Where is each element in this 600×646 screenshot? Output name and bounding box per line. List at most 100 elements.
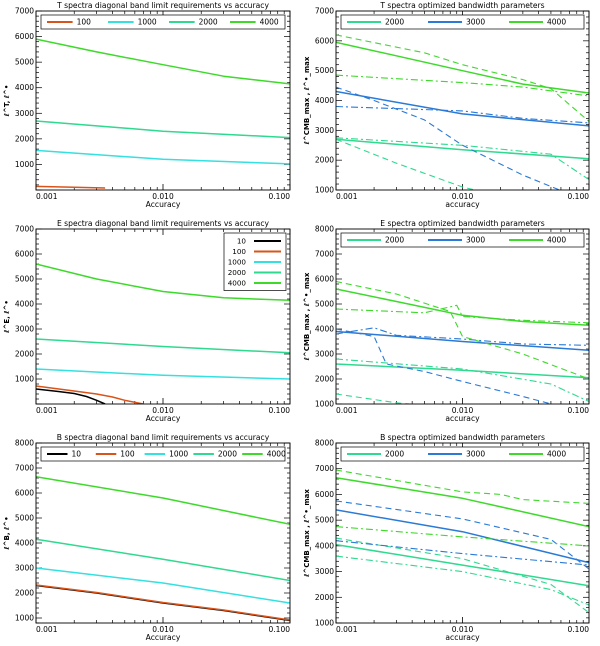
legend-label: 100 xyxy=(120,450,135,459)
y-tick-label: 5000 xyxy=(315,66,334,75)
y-tick-label: 2000 xyxy=(15,134,34,143)
y-tick-label: 5000 xyxy=(15,275,34,284)
x-tick-label: 0.100 xyxy=(269,406,291,415)
series-line-4000-dashdot xyxy=(336,304,589,324)
series-line-1000 xyxy=(36,368,290,380)
chart-1: T spectra diagonal band limit requiremen… xyxy=(3,1,291,209)
y-tick-label: 6000 xyxy=(315,490,334,499)
y-tick-label: 7000 xyxy=(315,250,334,259)
y-tick-label: 5000 xyxy=(315,300,334,309)
legend-label: 4000 xyxy=(547,236,566,245)
series-line-2000 xyxy=(336,543,589,587)
series-line-2000 xyxy=(36,120,290,139)
legend-label: 2000 xyxy=(385,450,404,459)
x-tick-label: 0.010 xyxy=(452,406,474,415)
legend-label: 10 xyxy=(71,450,81,459)
y-tick-label: 8000 xyxy=(315,439,334,448)
legend-label: 4000 xyxy=(547,450,566,459)
legend-label: 2000 xyxy=(199,18,218,27)
legend-box xyxy=(340,14,585,30)
series-line-3000-dashdot xyxy=(336,327,589,346)
legend-label: 1000 xyxy=(228,258,247,267)
legend-label: 4000 xyxy=(547,18,566,27)
x-tick-label: 0.001 xyxy=(36,192,58,201)
legend: 2000 3000 4000 xyxy=(340,446,585,462)
y-axis-label: ℓ^E, ℓ^• xyxy=(3,300,11,334)
y-tick-label: 2000 xyxy=(315,375,334,384)
series-line-1000 xyxy=(36,567,290,604)
plot-frame xyxy=(335,442,590,624)
series-line-3000 xyxy=(336,509,589,564)
x-tick-label: 0.001 xyxy=(36,406,58,415)
plot-frame xyxy=(35,228,291,405)
y-tick-label: 4000 xyxy=(15,83,34,92)
x-tick-label: 0.100 xyxy=(568,192,590,201)
legend-label: 3000 xyxy=(466,236,485,245)
chart-title: T spectra diagonal band limit requiremen… xyxy=(56,1,269,10)
y-axis-label: ℓ^T, ℓ^• xyxy=(3,85,11,118)
series-line-4000-dashed xyxy=(336,280,589,380)
y-tick-label: 7000 xyxy=(15,7,34,16)
legend-label: 10 xyxy=(237,237,247,246)
series-line-10 xyxy=(36,388,106,404)
y-tick-label: 2000 xyxy=(315,156,334,165)
chart-title: B spectra diagonal band limit requiremen… xyxy=(57,433,270,442)
y-tick-label: 3000 xyxy=(15,564,34,573)
y-tick-label: 2000 xyxy=(15,350,34,359)
series-group xyxy=(336,469,589,614)
series-line-4000 xyxy=(36,263,290,302)
series-line-100 xyxy=(36,584,290,621)
series-line-2000-dashed xyxy=(336,537,589,614)
legend-label: 4000 xyxy=(228,279,247,288)
y-tick-label: 1000 xyxy=(15,160,34,169)
legend: 10 100 1000 2000 4000 xyxy=(40,446,286,462)
series-group xyxy=(336,34,589,190)
y-tick-label: 7000 xyxy=(315,7,334,16)
x-tick-label: 0.010 xyxy=(152,406,174,415)
y-tick-label: 1000 xyxy=(315,619,334,628)
chart-6: B spectra optimized bandwidth parameters… xyxy=(303,433,590,642)
chart-3: E spectra diagonal band limit requiremen… xyxy=(3,219,291,423)
legend-label: 3000 xyxy=(466,450,485,459)
chart-5: B spectra diagonal band limit requiremen… xyxy=(3,433,291,642)
y-tick-label: 5000 xyxy=(15,514,34,523)
series-line-2000-dashdot xyxy=(336,137,589,181)
y-tick-label: 7000 xyxy=(15,225,34,234)
x-axis-label: Accuracy xyxy=(146,200,181,209)
series-group xyxy=(336,280,589,404)
series-group xyxy=(36,38,290,189)
series-line-2000 xyxy=(336,138,589,160)
legend-label: 3000 xyxy=(466,18,485,27)
plot-frame xyxy=(35,442,291,624)
x-tick-label: 0.010 xyxy=(452,192,474,201)
y-tick-label: 1000 xyxy=(315,186,334,195)
chart-2: T spectra optimized bandwidth parameters… xyxy=(303,1,590,209)
series-line-4000 xyxy=(336,41,589,94)
y-tick-label: 8000 xyxy=(15,439,34,448)
x-axis-label: accuracy xyxy=(445,633,480,642)
legend: 2000 3000 4000 xyxy=(340,14,585,30)
x-tick-label: 0.010 xyxy=(152,192,174,201)
series-line-2000-dashdot xyxy=(336,358,589,402)
y-axis-label: ℓ^B, ℓ^• xyxy=(3,516,11,550)
legend: 100 1000 2000 4000 xyxy=(40,14,286,30)
legend-label: 2000 xyxy=(385,18,404,27)
legend-label: 100 xyxy=(77,18,92,27)
y-tick-label: 6000 xyxy=(15,250,34,259)
series-line-4000 xyxy=(336,288,589,327)
y-tick-label: 1000 xyxy=(15,375,34,384)
y-axis-label: ℓ^CMB_max , ℓ^•_max xyxy=(303,489,311,578)
y-tick-label: 3000 xyxy=(15,109,34,118)
y-tick-label: 2000 xyxy=(315,593,334,602)
y-tick-label: 4000 xyxy=(315,325,334,334)
plot-frame xyxy=(335,10,590,191)
x-axis-label: accuracy xyxy=(445,200,480,209)
series-line-100 xyxy=(36,385,144,404)
series-line-2000-dashed xyxy=(336,393,416,404)
legend-box xyxy=(340,232,585,248)
x-tick-label: 0.010 xyxy=(152,625,174,634)
x-tick-label: 0.001 xyxy=(36,625,58,634)
series-line-2000-dashdot xyxy=(336,555,589,606)
legend-label: 1000 xyxy=(138,18,157,27)
